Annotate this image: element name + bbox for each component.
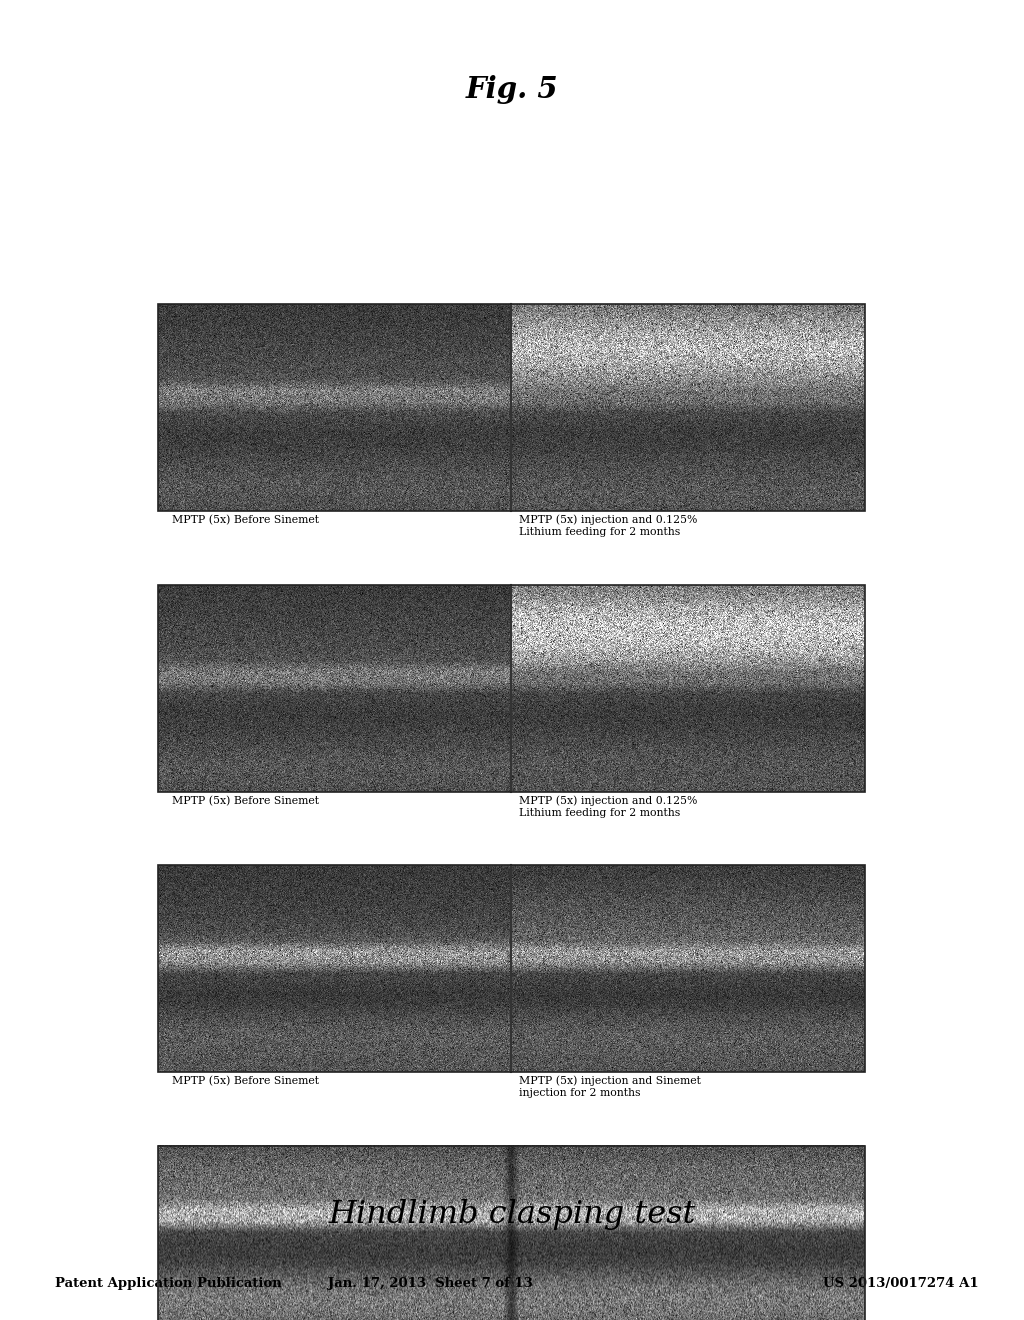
Bar <box>158 1146 865 1320</box>
Bar <box>158 865 865 1072</box>
Bar <box>158 304 865 511</box>
Text: Jan. 17, 2013  Sheet 7 of 13: Jan. 17, 2013 Sheet 7 of 13 <box>328 1276 532 1290</box>
Bar <box>158 585 865 792</box>
Text: MPTP (5x) injection and 0.125%
Lithium feeding for 2 months: MPTP (5x) injection and 0.125% Lithium f… <box>518 796 697 818</box>
Text: Fig. 5: Fig. 5 <box>466 75 558 104</box>
Text: MPTP (5x) Before Sinemet: MPTP (5x) Before Sinemet <box>172 796 319 807</box>
Text: Hindlimb clasping test: Hindlimb clasping test <box>329 1199 695 1230</box>
Text: MPTP (5x) Before Sinemet: MPTP (5x) Before Sinemet <box>172 1076 319 1086</box>
Text: Patent Application Publication: Patent Application Publication <box>55 1276 282 1290</box>
Text: MPTP (5x) injection and 0.125%
Lithium feeding for 2 months: MPTP (5x) injection and 0.125% Lithium f… <box>518 515 697 537</box>
Text: MPTP (5x) injection and Sinemet
injection for 2 months: MPTP (5x) injection and Sinemet injectio… <box>518 1076 700 1098</box>
Text: MPTP (5x) Before Sinemet: MPTP (5x) Before Sinemet <box>172 515 319 525</box>
Text: US 2013/0017274 A1: US 2013/0017274 A1 <box>823 1276 979 1290</box>
